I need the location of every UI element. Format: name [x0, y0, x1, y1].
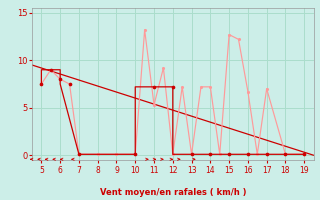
Point	[76, 153, 82, 156]
Point	[189, 153, 194, 156]
Point	[227, 153, 232, 156]
Point	[208, 153, 213, 156]
Point	[161, 66, 166, 69]
Point	[151, 85, 156, 88]
Point	[180, 85, 185, 88]
Point	[39, 82, 44, 86]
Point	[133, 153, 138, 156]
Point	[58, 78, 63, 81]
X-axis label: Vent moyen/en rafales ( km/h ): Vent moyen/en rafales ( km/h )	[100, 188, 246, 197]
Point	[283, 153, 288, 156]
Point	[67, 82, 72, 86]
Point	[255, 153, 260, 156]
Point	[58, 78, 63, 81]
Point	[151, 103, 156, 106]
Point	[39, 82, 44, 86]
Point	[170, 85, 175, 88]
Point	[198, 85, 204, 88]
Point	[264, 87, 269, 90]
Point	[142, 28, 147, 31]
Point	[245, 90, 251, 93]
Point	[133, 153, 138, 156]
Point	[170, 153, 175, 156]
Point	[48, 68, 53, 71]
Point	[236, 38, 241, 41]
Point	[217, 153, 222, 156]
Point	[48, 68, 53, 71]
Point	[76, 153, 82, 156]
Point	[95, 153, 100, 156]
Point	[283, 153, 288, 156]
Point	[264, 153, 269, 156]
Point	[114, 153, 119, 156]
Point	[302, 153, 307, 156]
Point	[227, 33, 232, 36]
Point	[189, 153, 194, 156]
Point	[67, 82, 72, 86]
Point	[302, 153, 307, 156]
Point	[245, 153, 251, 156]
Point	[208, 85, 213, 88]
